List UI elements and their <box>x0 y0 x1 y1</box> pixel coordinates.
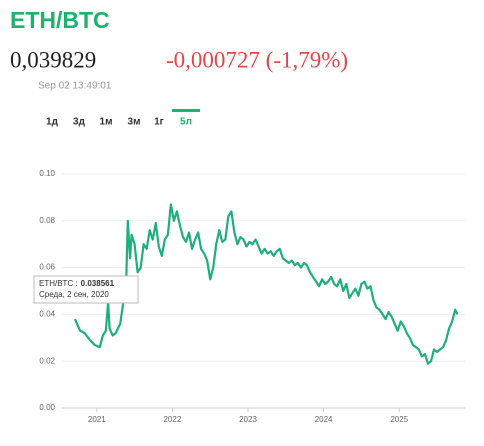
tab-label[interactable]: 3д <box>73 117 86 128</box>
tab-label[interactable]: 3м <box>128 117 141 128</box>
range-tab[interactable]: 1м <box>100 117 113 128</box>
range-tabs: 1д 3д 1м 3м 1г 5л <box>46 109 200 128</box>
range-tab[interactable]: 3д <box>73 117 86 128</box>
y-tick-label: 0.02 <box>39 356 55 365</box>
range-tab[interactable]: 1г <box>154 117 164 128</box>
tab-label[interactable]: 5л <box>180 117 192 128</box>
y-tick-label: 0.06 <box>39 263 55 272</box>
price-line <box>73 203 459 365</box>
range-tab[interactable]: 5л <box>172 109 200 128</box>
timestamp: Sep 02 13:49:01 <box>38 81 112 92</box>
active-tab-indicator <box>172 109 200 112</box>
pair-title: ETH/BTC <box>10 7 110 33</box>
x-tick-label: 2022 <box>163 415 181 424</box>
tooltip-date: Среда, 2 сен, 2020 <box>39 290 109 299</box>
x-tick-label: 2023 <box>239 415 257 424</box>
tooltip-label: ETH/BTC : <box>39 279 78 288</box>
price-change: -0,000727 (-1,79%) <box>166 47 348 72</box>
y-tick-label: 0.04 <box>39 310 55 319</box>
tooltip-value: 0.038561 <box>81 279 115 288</box>
price: 0,039829 <box>10 47 96 72</box>
range-tab[interactable]: 3м <box>128 117 141 128</box>
tab-label[interactable]: 1д <box>46 117 59 128</box>
x-tick-label: 2024 <box>315 415 333 424</box>
range-tab[interactable]: 1д <box>46 117 59 128</box>
x-tick-label: 2021 <box>88 415 106 424</box>
tooltip-box <box>33 275 139 304</box>
y-tick-label: 0.10 <box>39 169 55 178</box>
tab-label[interactable]: 1м <box>100 117 113 128</box>
y-tick-label: 0.08 <box>39 216 55 225</box>
y-tick-label: 0.00 <box>39 403 55 412</box>
tooltip: ETH/BTC :0.038561 Среда, 2 сен, 2020 <box>33 275 139 304</box>
plot: 0.00 0.02 0.04 0.06 0.08 0.10 2021 2022 2023 2024… <box>33 169 465 424</box>
tab-label[interactable]: 1г <box>154 117 164 128</box>
x-tick-label: 2025 <box>390 415 408 424</box>
